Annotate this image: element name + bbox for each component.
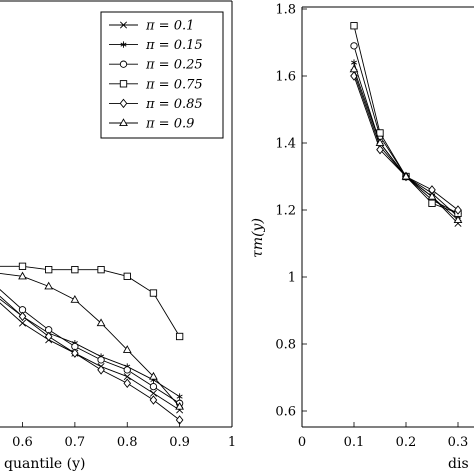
right-series-5-point [453,215,463,224]
legend-marker [119,118,128,127]
right-series-4-point [454,205,462,215]
left-series-3-point [18,262,27,270]
right-x-axis-title: dis [448,456,469,472]
legend-entry-label: π = 0.9 [145,117,194,132]
left-x-tick-label: 0.9 [169,435,190,450]
left-series-4-point [18,311,27,322]
left-series-5-point [122,345,132,353]
right-series-5-point [427,191,437,200]
left-series-2-point [97,356,105,364]
right-series-line-0 [353,72,459,224]
right-series-line-4 [353,75,459,211]
right-series-3-point [376,129,384,137]
left-series-line-1 [0,295,180,398]
left-series-5-point [70,295,80,303]
legend-box [100,11,224,139]
legend-entry-label: π = 0.25 [145,58,203,73]
right-y-tick-label: 1.8 [275,3,296,18]
right-y-axis-title: τm(y) [250,218,266,258]
left-series-line-4 [0,298,180,421]
right-y-tick-label: 0.6 [275,405,296,420]
right-x-tick-label: 0 [298,435,306,450]
right-series-line-2 [353,45,459,214]
left-series-4-point [149,395,158,405]
left-series-4-point [71,348,79,358]
right-y-tick-label: 1.2 [275,204,296,219]
left-x-tick-label: 1 [228,435,236,450]
legend-marker [119,60,128,68]
right-plot-marks [349,22,463,227]
legend: π = 0.1 π = 0.15 π = 0.25 π = 0.75 π = 0.85 π… [100,11,224,139]
left-x-axis-title-text: quantile (y) [4,456,86,472]
legend-entry-label: π = 0.1 [145,19,194,34]
left-series-5-point [18,271,27,280]
left-series-4-point [123,378,132,388]
left-series-3-point [97,266,105,274]
left-series-line-5 [0,273,180,407]
left-series-3-point [45,266,53,274]
left-plot-frame [0,0,233,428]
left-series-3-point [175,332,184,341]
right-series-2-point [350,42,358,50]
right-series-5-point [375,138,385,147]
right-series-3-point [350,22,358,30]
right-y-tick-label: 1.4 [275,137,296,152]
right-plot-frame [301,6,474,428]
right-series-5-point [349,64,359,73]
left-plot-marks [0,262,184,425]
left-series-0-point [149,389,157,397]
right-y-tick-label: 1 [288,271,296,286]
right-x-tick-label: 0.2 [396,435,417,450]
right-series-line-1 [353,62,459,218]
left-series-line-0 [0,302,180,411]
left-series-5-point [44,281,54,290]
right-y-tick-label: 0.8 [275,338,296,353]
left-series-4-point [44,331,53,342]
right-y-ticks: 0.6 0.8 1 1.2 1.4 1.6 1.8 [275,3,307,420]
left-series-5-point [149,371,158,380]
right-series-5-point [401,171,411,180]
legend-marker [120,41,127,48]
left-x-tick-label: 0.6 [12,435,33,450]
right-x-ticks: 0 0.1 0.2 0.3 [298,422,468,450]
legend-marker [119,80,128,88]
left-x-axis-title: quantile (y) [4,456,86,472]
left-series-2-point [123,366,131,374]
legend-entry-label: π = 0.75 [145,77,203,92]
legend-marker [119,98,128,109]
left-series-5-point [96,318,106,327]
right-series-4-point [376,144,384,155]
legend-entry-label: π = 0.15 [145,38,203,53]
left-x-tick-label: 0.7 [65,435,86,450]
left-series-3-point [123,272,131,280]
right-y-tick-label: 1.6 [275,70,296,85]
left-series-5-point [175,401,184,410]
left-series-4-point [97,365,105,375]
left-series-3-point [71,266,79,274]
left-series-3-point [149,289,158,297]
legend-marker [119,21,128,29]
left-series-0-point [123,373,131,381]
right-x-tick-label: 0.1 [344,435,365,450]
left-x-tick-label: 0.8 [117,435,138,450]
right-x-tick-label: 0.3 [448,435,469,450]
left-series-2-point [149,382,158,391]
legend-entry-label: π = 0.85 [145,97,203,112]
left-series-line-3 [0,265,181,337]
left-series-0-point [18,319,27,327]
left-series-1-point [176,393,183,400]
left-series-line-2 [0,289,180,404]
right-series-3-point [428,199,436,207]
left-x-ticks: 0.6 0.7 0.8 0.9 1 [12,422,236,450]
